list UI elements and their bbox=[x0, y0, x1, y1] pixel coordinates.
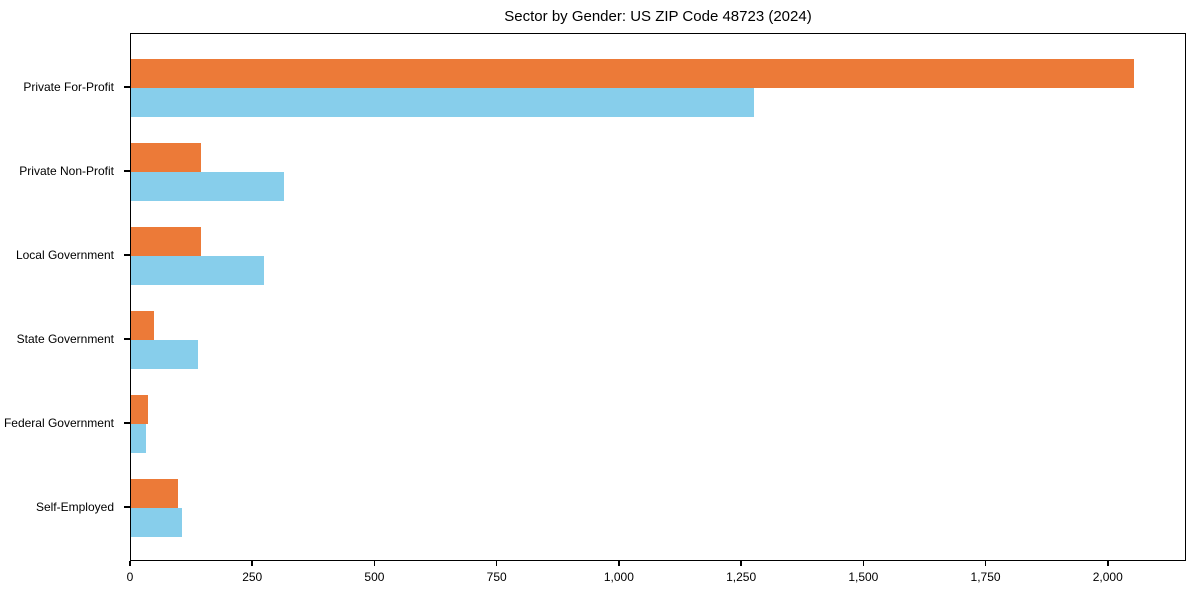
x-tick-mark-250 bbox=[251, 561, 253, 566]
y-label-federal-government: Federal Government bbox=[3, 416, 114, 430]
bar-group-self-employed bbox=[131, 466, 1185, 550]
x-tick-mark-1500 bbox=[862, 561, 865, 566]
bar-female-private-non-profit bbox=[131, 172, 284, 201]
bar-male-local-government bbox=[131, 227, 201, 256]
bar-group-private-non-profit bbox=[131, 130, 1185, 214]
bar-female-state-government bbox=[131, 340, 198, 369]
bar-group-federal-government bbox=[131, 382, 1185, 466]
x-tick-label-0: 0 bbox=[126, 570, 134, 584]
x-tick-label-750: 750 bbox=[486, 570, 507, 584]
bar-male-state-government bbox=[131, 311, 154, 340]
bar-female-private-for-profit bbox=[131, 88, 754, 117]
y-tick-state-government bbox=[124, 338, 130, 340]
bar-female-local-government bbox=[131, 256, 264, 285]
x-tick-label-1750: 1,750 bbox=[970, 570, 1001, 584]
y-label-local-government: Local Government bbox=[15, 248, 114, 262]
x-tick-mark-1000 bbox=[618, 561, 620, 566]
x-tick-label-250: 250 bbox=[242, 570, 263, 584]
y-label-private-non-profit: Private Non-Profit bbox=[19, 164, 114, 178]
y-tick-private-non-profit bbox=[124, 170, 130, 172]
y-label-private-for-profit: Private For-Profit bbox=[23, 80, 114, 94]
x-tick-mark-1750 bbox=[984, 561, 987, 566]
y-label-state-government: State Government bbox=[16, 332, 114, 346]
y-tick-federal-government bbox=[124, 422, 130, 424]
y-axis-labels: Private For-Profit Private Non-Profit Loca… bbox=[0, 33, 122, 561]
x-tick-label-500: 500 bbox=[364, 570, 385, 584]
bar-group-state-government bbox=[131, 298, 1185, 382]
x-tick-mark-750 bbox=[495, 561, 498, 566]
x-tick-mark-1250 bbox=[740, 561, 742, 566]
bar-female-self-employed bbox=[131, 508, 182, 537]
x-tick-label-1500: 1,500 bbox=[848, 570, 879, 584]
x-tick-mark-500 bbox=[373, 561, 376, 566]
x-tick-mark-0 bbox=[129, 561, 131, 566]
y-tick-private-for-profit bbox=[124, 86, 130, 88]
bar-male-self-employed bbox=[131, 479, 178, 508]
bar-group-local-government bbox=[131, 214, 1185, 298]
x-tick-label-1250: 1,250 bbox=[726, 570, 757, 584]
bar-female-federal-government bbox=[131, 424, 147, 453]
x-tick-label-2000: 2,000 bbox=[1092, 570, 1123, 584]
plot-area: Male Female bbox=[130, 33, 1186, 561]
bar-group-private-for-profit bbox=[131, 46, 1185, 130]
y-tick-self-employed bbox=[124, 506, 130, 508]
x-tick-label-1000: 1,000 bbox=[603, 570, 634, 584]
x-tick-mark-2000 bbox=[1107, 561, 1109, 566]
bar-male-private-non-profit bbox=[131, 143, 201, 172]
y-label-self-employed: Self-Employed bbox=[35, 500, 114, 514]
chart-title: Sector by Gender: US ZIP Code 48723 (202… bbox=[504, 8, 812, 25]
bar-male-federal-government bbox=[131, 395, 149, 424]
y-tick-local-government bbox=[124, 254, 130, 256]
bar-male-private-for-profit bbox=[131, 59, 1134, 88]
bars-container bbox=[131, 34, 1185, 560]
